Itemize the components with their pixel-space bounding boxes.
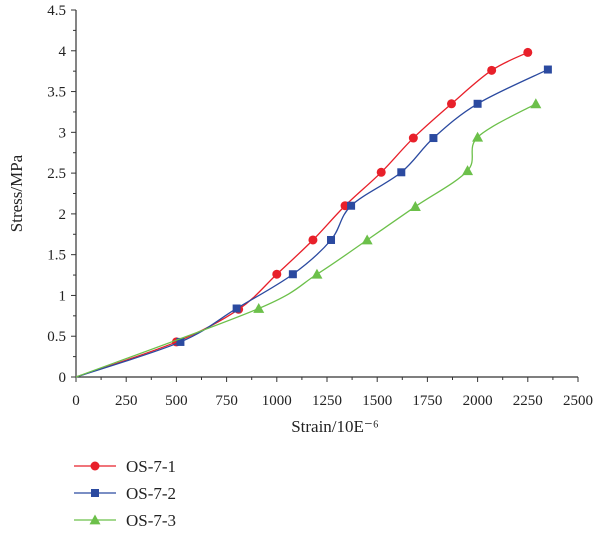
- data-point-os-7-2: [543, 65, 552, 74]
- data-point-os-7-3: [409, 201, 421, 211]
- y-tick-label: 0.5: [47, 329, 66, 345]
- data-point-os-7-2: [327, 235, 336, 244]
- series-line-os-7-3: [75, 103, 537, 378]
- data-point-os-7-2: [473, 99, 482, 108]
- series-line-os-7-2: [75, 68, 549, 378]
- data-point-os-7-2: [176, 337, 185, 346]
- x-tick-label: 750: [215, 393, 238, 409]
- y-tick-label: 0: [59, 370, 67, 386]
- legend-entry-os-7-2: OS-7-2: [74, 484, 176, 503]
- data-point-os-7-2: [288, 270, 297, 279]
- data-point-os-7-3: [472, 131, 484, 142]
- data-point-os-7-3: [530, 98, 542, 109]
- data-point-os-7-3: [361, 234, 373, 245]
- data-point-os-7-1: [487, 65, 497, 75]
- x-tick-label: 1500: [362, 393, 392, 409]
- legend-marker: [91, 489, 99, 497]
- x-axis-title: Strain/10E⁻⁶: [291, 417, 379, 436]
- data-point-os-7-1: [408, 133, 418, 143]
- legend-entry-os-7-3: OS-7-3: [74, 511, 176, 530]
- x-tick-label: 2500: [563, 393, 593, 409]
- x-tick-label: 1250: [312, 393, 342, 409]
- data-point-os-7-1: [446, 99, 456, 109]
- data-point-os-7-2: [347, 201, 356, 210]
- data-point-os-7-3: [311, 268, 323, 279]
- data-point-os-7-1: [523, 47, 533, 57]
- legend-entry-os-7-1: OS-7-1: [74, 457, 176, 476]
- y-tick-label: 3: [59, 125, 67, 141]
- y-tick-label: 2: [59, 207, 67, 223]
- legend-label: OS-7-3: [126, 511, 176, 530]
- axes: 0 250 500 750 1000 1250 1500 1750 2000 2250 2500 0 0…: [7, 3, 593, 436]
- data-point-os-7-2: [397, 168, 406, 177]
- data-point-os-7-3: [462, 165, 474, 176]
- data-point-os-7-1: [308, 235, 318, 245]
- legend-marker: [89, 514, 101, 525]
- series-os-7-3: [75, 98, 542, 378]
- legend-marker: [90, 461, 100, 471]
- y-tick-label: 1: [59, 288, 67, 304]
- y-axis-title: Stress/MPa: [7, 154, 26, 232]
- x-tick-label: 2000: [463, 393, 493, 409]
- y-tick-label: 4.5: [47, 3, 66, 19]
- x-tick-label: 500: [165, 393, 188, 409]
- series-layer: [75, 47, 552, 378]
- y-tick-label: 1.5: [47, 248, 66, 264]
- x-tick-label: 2250: [513, 393, 543, 409]
- x-tick-label: 1000: [262, 393, 292, 409]
- y-tick-label: 3.5: [47, 85, 66, 101]
- x-tick-label: 250: [115, 393, 138, 409]
- data-point-os-7-1: [376, 167, 386, 177]
- x-tick-label: 1750: [412, 393, 442, 409]
- y-tick-label: 2.5: [47, 166, 66, 182]
- series-os-7-2: [75, 65, 552, 378]
- data-point-os-7-2: [429, 134, 438, 143]
- legend-label: OS-7-2: [126, 484, 176, 503]
- legend: OS-7-1 OS-7-2 OS-7-3: [74, 457, 176, 530]
- data-point-os-7-1: [272, 269, 282, 279]
- data-point-os-7-2: [232, 304, 241, 313]
- legend-label: OS-7-1: [126, 457, 176, 476]
- y-tick-label: 4: [59, 44, 67, 60]
- series-os-7-1: [75, 47, 533, 378]
- x-tick-label: 0: [72, 393, 80, 409]
- data-point-os-7-3: [253, 302, 265, 313]
- series-line-os-7-1: [75, 51, 529, 378]
